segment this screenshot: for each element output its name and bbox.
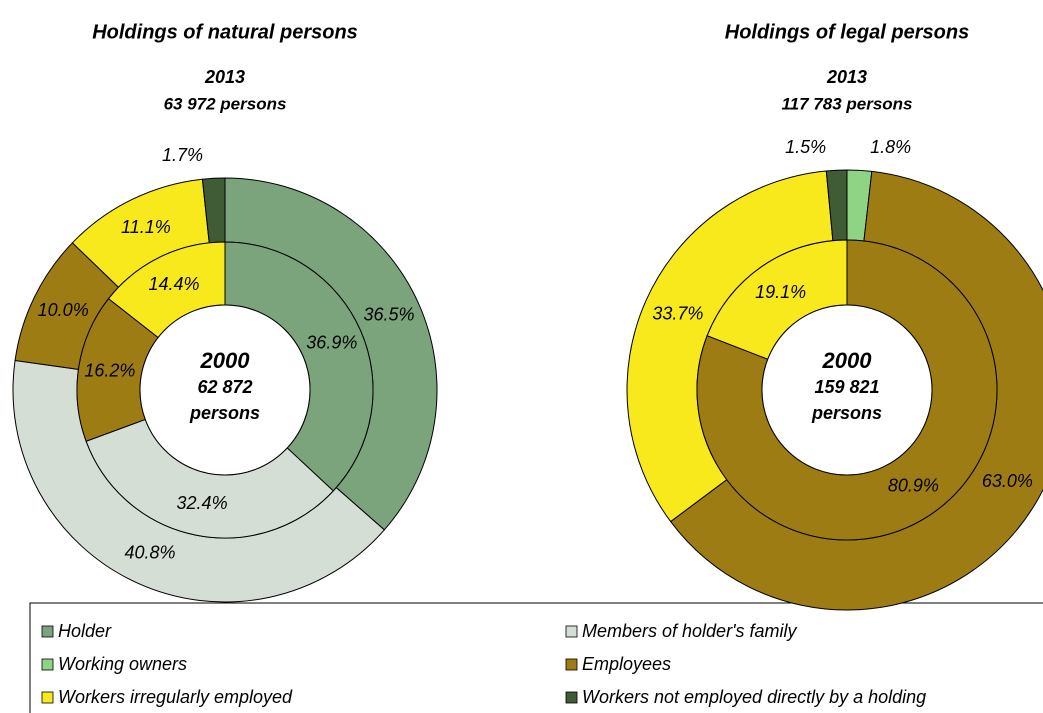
data-label: 36.5% — [363, 304, 414, 324]
legend-swatch — [41, 658, 54, 671]
ring-year: 2013 — [204, 67, 245, 87]
legend-swatch — [565, 658, 578, 671]
legend-label: Working owners — [58, 654, 187, 674]
chart-title: Holdings of natural persons — [92, 21, 358, 43]
legend-label: Holder — [58, 621, 112, 641]
center-total: persons — [811, 403, 882, 423]
ring-total: 63 972 persons — [164, 94, 287, 113]
data-label: 33.7% — [652, 304, 703, 324]
data-label: 36.9% — [306, 332, 357, 352]
hole — [139, 304, 311, 476]
data-label: 16.2% — [84, 361, 135, 381]
data-label: 80.9% — [888, 476, 939, 496]
legend-label: Members of holder's family — [582, 621, 798, 641]
chart-title: Holdings of legal persons — [725, 21, 969, 43]
center-year: 2000 — [200, 348, 251, 373]
center-total: 159 821 — [814, 377, 879, 397]
legend-label: Workers not employed directly by a holdi… — [582, 687, 926, 707]
data-label: 14.4% — [149, 274, 200, 294]
legend-swatch — [41, 625, 54, 638]
center-year: 2000 — [822, 348, 873, 373]
center-total: 62 872 — [197, 377, 252, 397]
data-label: 10.0% — [38, 300, 89, 320]
hole — [761, 304, 933, 476]
legend-label: Workers irregularly employed — [58, 687, 293, 707]
ring-total: 117 783 persons — [781, 94, 912, 113]
data-label: 1.5% — [785, 137, 826, 157]
legend-swatch — [41, 691, 54, 704]
legend-label: Employees — [582, 654, 671, 674]
legend-swatch — [565, 625, 578, 638]
data-label: 32.4% — [177, 493, 228, 513]
data-label: 1.8% — [870, 137, 911, 157]
ring-year: 2013 — [826, 67, 867, 87]
data-label: 63.0% — [982, 471, 1033, 491]
data-label: 40.8% — [124, 542, 175, 562]
legend-swatch — [565, 691, 578, 704]
center-total: persons — [189, 403, 260, 423]
legend-box — [29, 602, 1043, 713]
data-label: 1.7% — [162, 145, 203, 165]
data-label: 19.1% — [755, 282, 806, 302]
data-label: 11.1% — [121, 217, 171, 237]
